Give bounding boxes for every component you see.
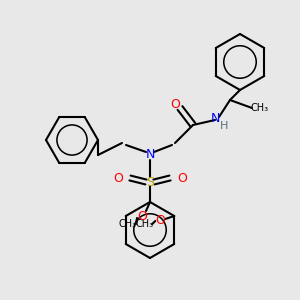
Text: O: O bbox=[170, 98, 180, 112]
Text: O: O bbox=[113, 172, 123, 184]
Text: CH₃: CH₃ bbox=[119, 219, 137, 229]
Text: N: N bbox=[210, 112, 220, 125]
Text: CH₃: CH₃ bbox=[135, 219, 153, 229]
Text: S: S bbox=[146, 176, 154, 188]
Text: CH₃: CH₃ bbox=[251, 103, 269, 113]
Text: O: O bbox=[137, 209, 147, 223]
Text: N: N bbox=[145, 148, 155, 161]
Text: O: O bbox=[155, 214, 165, 226]
Text: H: H bbox=[220, 121, 228, 131]
Text: O: O bbox=[177, 172, 187, 184]
